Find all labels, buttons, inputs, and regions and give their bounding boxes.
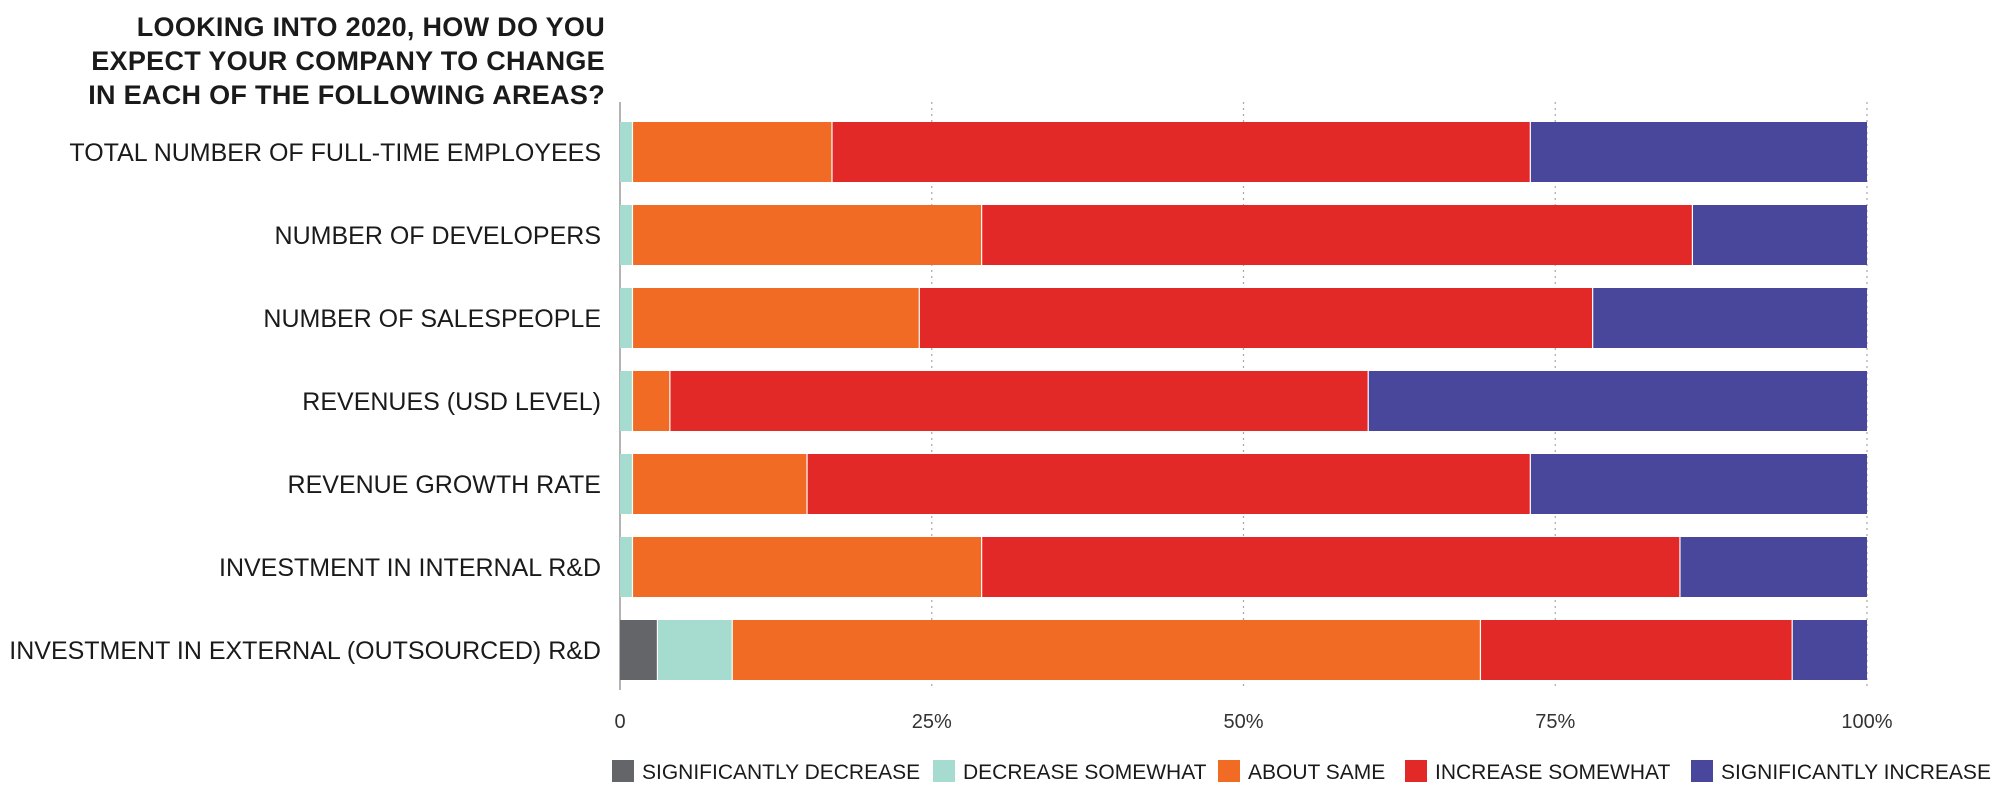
bar-segment-about-same <box>632 122 832 182</box>
bar-segment-about-same <box>632 205 982 265</box>
bar-segment-significantly-increase <box>1530 454 1867 514</box>
chart-title-line-3: IN EACH OF THE FOLLOWING AREAS? <box>88 80 605 110</box>
legend-swatch <box>1218 760 1240 782</box>
x-tick-label: 100% <box>1841 711 1892 733</box>
chart-title-line-1: LOOKING INTO 2020, HOW DO YOU <box>136 12 605 42</box>
bar-segment-decrease-somewhat <box>620 205 633 265</box>
legend-label: INCREASE SOMEWHAT <box>1435 761 1670 784</box>
bars <box>620 122 1867 680</box>
bar-segment-increase-somewhat <box>807 454 1531 514</box>
legend: SIGNIFICANTLY DECREASE DECREASE SOMEWHAT A… <box>612 760 1991 784</box>
bar-segment-increase-somewhat <box>919 288 1593 348</box>
bar-segment-increase-somewhat <box>1480 620 1793 680</box>
x-tick-label: 75% <box>1535 711 1575 733</box>
legend-item-significantly-decrease: SIGNIFICANTLY DECREASE <box>612 760 920 784</box>
category-label: INVESTMENT IN EXTERNAL (OUTSOURCED) R&D <box>9 637 601 665</box>
bar-segment-about-same <box>732 620 1481 680</box>
legend-item-decrease-somewhat: DECREASE SOMEWHAT <box>933 760 1207 784</box>
legend-label: SIGNIFICANTLY DECREASE <box>642 761 920 784</box>
category-labels: TOTAL NUMBER OF FULL-TIME EMPLOYEES NUMBE… <box>9 139 601 665</box>
bar-segment-decrease-somewhat <box>657 620 733 680</box>
bar-segment-significantly-increase <box>1530 122 1867 182</box>
bar-segment-increase-somewhat <box>981 205 1693 265</box>
category-label: NUMBER OF SALESPEOPLE <box>263 305 601 333</box>
x-tick-label: 50% <box>1223 711 1263 733</box>
legend-swatch <box>1691 760 1713 782</box>
bar-segment-decrease-somewhat <box>620 122 633 182</box>
bar-segment-significantly-increase <box>1368 371 1867 431</box>
legend-item-about-same: ABOUT SAME <box>1218 760 1385 784</box>
category-label: INVESTMENT IN INTERNAL R&D <box>219 554 601 582</box>
x-tick-label: 0 <box>614 711 625 733</box>
category-label: REVENUE GROWTH RATE <box>288 471 601 499</box>
bar-segment-about-same <box>632 371 670 431</box>
bar-segment-significantly-increase <box>1592 288 1867 348</box>
legend-label: SIGNIFICANTLY INCREASE <box>1721 761 1991 784</box>
legend-swatch <box>612 760 634 782</box>
legend-item-increase-somewhat: INCREASE SOMEWHAT <box>1405 760 1670 784</box>
bar-segment-increase-somewhat <box>669 371 1369 431</box>
bar-segment-decrease-somewhat <box>620 288 633 348</box>
legend-label: DECREASE SOMEWHAT <box>963 761 1207 784</box>
category-label: TOTAL NUMBER OF FULL-TIME EMPLOYEES <box>69 139 601 167</box>
legend-swatch <box>933 760 955 782</box>
bar-segment-significantly-increase <box>1679 537 1867 597</box>
bar-segment-significantly-increase <box>1692 205 1867 265</box>
bar-segment-increase-somewhat <box>981 537 1680 597</box>
bar-segment-decrease-somewhat <box>620 454 633 514</box>
bar-segment-increase-somewhat <box>831 122 1531 182</box>
bar-segment-about-same <box>632 537 982 597</box>
category-label: NUMBER OF DEVELOPERS <box>275 222 601 250</box>
bar-segment-significantly-increase <box>1792 620 1867 680</box>
category-label: REVENUES (USD LEVEL) <box>302 388 601 416</box>
legend-swatch <box>1405 760 1427 782</box>
bar-segment-about-same <box>632 454 808 514</box>
legend-label: ABOUT SAME <box>1248 761 1385 784</box>
bar-segment-decrease-somewhat <box>620 371 633 431</box>
bar-segment-about-same <box>632 288 920 348</box>
legend-item-significantly-increase: SIGNIFICANTLY INCREASE <box>1691 760 1991 784</box>
bar-segment-decrease-somewhat <box>620 537 633 597</box>
x-axis-ticks: 0 25% 50% 75% 100% <box>614 711 1892 733</box>
chart-title-line-2: EXPECT YOUR COMPANY TO CHANGE <box>91 46 605 76</box>
x-tick-label: 25% <box>912 711 952 733</box>
chart-title: LOOKING INTO 2020, HOW DO YOU EXPECT YOU… <box>60 10 605 112</box>
bar-segment-significantly-decrease <box>620 620 658 680</box>
